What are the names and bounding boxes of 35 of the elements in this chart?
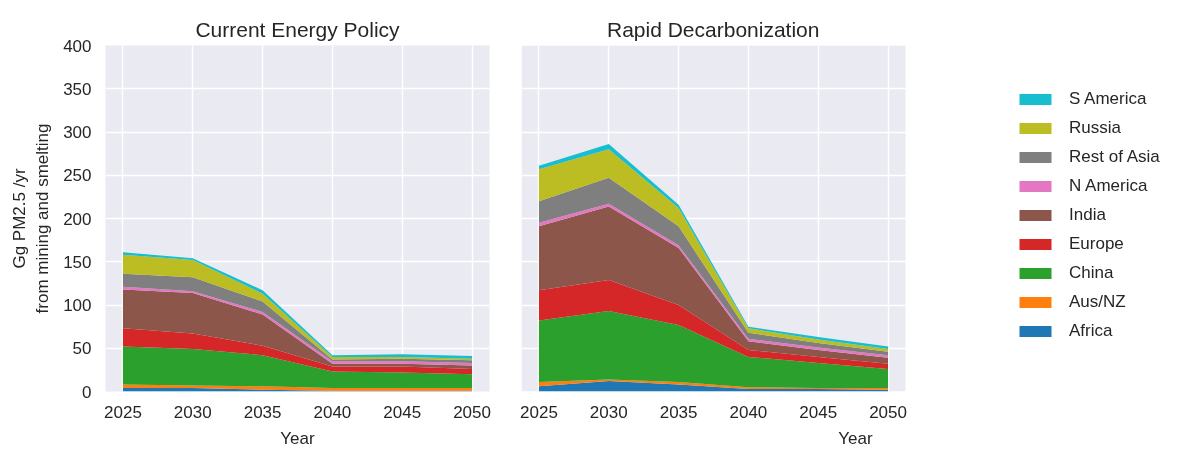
x-axis-title: Year bbox=[280, 428, 316, 448]
y-tick-label: 200 bbox=[63, 209, 92, 229]
x-tick-label: 2040 bbox=[729, 402, 768, 422]
x-tick-label: 2050 bbox=[453, 402, 491, 422]
chart-title: Rapid Decarbonization bbox=[607, 17, 820, 41]
y-tick-label: 300 bbox=[63, 123, 92, 142]
x-axis-title: Year bbox=[838, 428, 874, 448]
y-tick-label: 350 bbox=[63, 79, 92, 99]
legend-label: China bbox=[1069, 263, 1114, 283]
y-tick-label: 250 bbox=[63, 166, 92, 186]
x-tick-label: 2045 bbox=[383, 402, 422, 422]
legend-label: Europe bbox=[1069, 234, 1124, 254]
legend-label: India bbox=[1069, 205, 1106, 225]
y-tick-label: 0 bbox=[82, 382, 92, 402]
x-tick-label: 2040 bbox=[313, 402, 352, 422]
x-tick-label: 2050 bbox=[869, 402, 907, 422]
x-tick-label: 2030 bbox=[589, 402, 628, 422]
legend-label: N America bbox=[1069, 176, 1148, 196]
y-tick-label: 50 bbox=[72, 339, 92, 359]
legend-label: Africa bbox=[1069, 321, 1113, 341]
y-tick-label: 400 bbox=[63, 36, 92, 56]
y-tick-label: 150 bbox=[63, 252, 92, 272]
x-tick-label: 2025 bbox=[104, 402, 142, 422]
x-tick-label: 2045 bbox=[799, 402, 838, 422]
legend-label: Russia bbox=[1069, 118, 1121, 138]
y-axis-title: Gg PM2.5 /yr from mining and smelting bbox=[10, 123, 53, 314]
x-tick-label: 2035 bbox=[243, 402, 282, 422]
legend-label: Aus/NZ bbox=[1069, 292, 1126, 312]
legend-label: S America bbox=[1069, 89, 1147, 109]
x-tick-label: 2025 bbox=[520, 402, 558, 422]
y-tick-label: 100 bbox=[63, 296, 92, 315]
x-tick-label: 2030 bbox=[173, 402, 212, 422]
x-tick-label: 2035 bbox=[659, 402, 698, 422]
legend-label: Rest of Asia bbox=[1069, 147, 1160, 167]
chart-title: Current Energy Policy bbox=[195, 17, 401, 41]
